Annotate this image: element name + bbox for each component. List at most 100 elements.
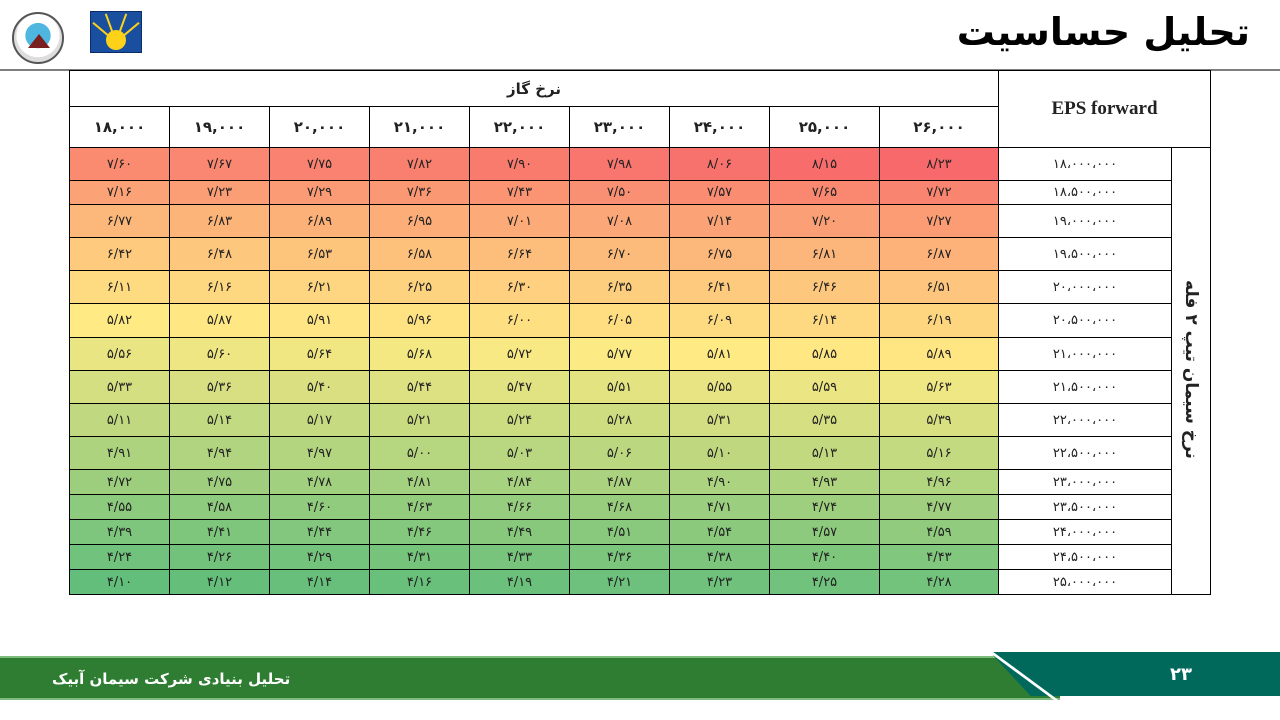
eps-cell: ۴/۲۸: [879, 569, 999, 595]
column-header: ۱۸,۰۰۰: [69, 106, 170, 148]
row-header: ۲۰،۵۰۰،۰۰۰: [998, 303, 1172, 338]
eps-cell: ۶/۸۱: [769, 237, 880, 271]
table-row: ۴/۹۱ ۴/۹۴ ۴/۹۷ ۵/۰۰ ۵/۰۳ ۵/۰۶ ۵/۱۰ ۵/۱۳ ۵/۱۶ ۲۲،۵…: [69, 436, 1211, 470]
row-header: ۲۳،۰۰۰،۰۰۰: [998, 469, 1172, 495]
eps-cell: ۵/۸۵: [769, 337, 880, 371]
row-group-cell: نرخ سیمان تیپ ۲ فله: [1171, 147, 1211, 595]
eps-cell: ۴/۵۸: [169, 494, 270, 520]
eps-cell: ۷/۶۷: [169, 147, 270, 181]
eps-cell: ۷/۳۶: [369, 180, 470, 205]
eps-cell: ۴/۳۶: [569, 544, 670, 570]
eps-cell: ۴/۹۳: [769, 469, 880, 495]
row-header: ۲۴،۵۰۰،۰۰۰: [998, 544, 1172, 570]
table-row: ۴/۳۹ ۴/۴۱ ۴/۴۴ ۴/۴۶ ۴/۴۹ ۴/۵۱ ۴/۵۴ ۴/۵۷ ۴/۵۹ ۲۴،۰…: [69, 519, 1211, 545]
eps-cell: ۷/۴۳: [469, 180, 570, 205]
eps-cell: ۷/۱۴: [669, 204, 770, 238]
eps-cell: ۵/۱۱: [69, 403, 170, 437]
eps-cell: ۵/۱۳: [769, 436, 880, 470]
eps-cell: ۵/۶۸: [369, 337, 470, 371]
row-header: ۲۲،۵۰۰،۰۰۰: [998, 436, 1172, 470]
eps-cell: ۶/۰۹: [669, 303, 770, 338]
eps-cell: ۴/۴۶: [369, 519, 470, 545]
eps-cell: ۵/۳۶: [169, 370, 270, 404]
table-row: ۴/۱۰ ۴/۱۲ ۴/۱۴ ۴/۱۶ ۴/۱۹ ۴/۲۱ ۴/۲۳ ۴/۲۵ ۴/۲۸ ۲۵،۰…: [69, 569, 1211, 595]
eps-cell: ۴/۷۷: [879, 494, 999, 520]
row-header: ۱۹،۰۰۰،۰۰۰: [998, 204, 1172, 238]
brokerage-logo: [90, 11, 142, 53]
eps-cell: ۶/۱۴: [769, 303, 880, 338]
eps-cell: ۵/۹۱: [269, 303, 370, 338]
eps-cell: ۴/۸۱: [369, 469, 470, 495]
eps-cell: ۴/۲۱: [569, 569, 670, 595]
eps-cell: ۵/۵۶: [69, 337, 170, 371]
table-row: ۶/۷۷ ۶/۸۳ ۶/۸۹ ۶/۹۵ ۷/۰۱ ۷/۰۸ ۷/۱۴ ۷/۲۰ ۷/۲۷ ۱۹،۰…: [69, 204, 1211, 238]
eps-cell: ۶/۷۵: [669, 237, 770, 271]
row-header: ۲۲،۰۰۰،۰۰۰: [998, 403, 1172, 437]
eps-cell: ۵/۶۴: [269, 337, 370, 371]
eps-cell: ۴/۹۷: [269, 436, 370, 470]
column-header: ۲۳,۰۰۰: [569, 106, 670, 148]
eps-cell: ۵/۸۷: [169, 303, 270, 338]
eps-cell: ۴/۹۱: [69, 436, 170, 470]
eps-cell: ۴/۲۹: [269, 544, 370, 570]
row-header: ۱۸،۰۰۰،۰۰۰: [998, 147, 1172, 181]
eps-cell: ۴/۱۰: [69, 569, 170, 595]
eps-cell: ۴/۳۹: [69, 519, 170, 545]
eps-cell: ۴/۲۶: [169, 544, 270, 570]
eps-cell: ۴/۱۴: [269, 569, 370, 595]
column-header: ۱۹,۰۰۰: [169, 106, 270, 148]
sensitivity-table: نرخ گاز EPS forward ۱۸,۰۰۰ ۱۹,۰۰۰ ۲۰,۰۰۰ ۲۱…: [69, 70, 1211, 595]
eps-cell: ۷/۲۳: [169, 180, 270, 205]
eps-cell: ۴/۴۹: [469, 519, 570, 545]
eps-cell: ۶/۵۸: [369, 237, 470, 271]
eps-cell: ۵/۴۴: [369, 370, 470, 404]
eps-cell: ۶/۴۱: [669, 270, 770, 304]
row-group-label: نرخ سیمان تیپ ۲ فله: [1181, 279, 1201, 459]
eps-cell: ۵/۳۹: [879, 403, 999, 437]
eps-cell: ۴/۱۶: [369, 569, 470, 595]
corner-label: EPS forward: [998, 70, 1211, 148]
eps-cell: ۵/۰۳: [469, 436, 570, 470]
page-number-box: [990, 652, 1280, 696]
eps-cell: ۵/۴۰: [269, 370, 370, 404]
eps-cell: ۶/۳۰: [469, 270, 570, 304]
eps-cell: ۷/۲۷: [879, 204, 999, 238]
eps-cell: ۴/۹۰: [669, 469, 770, 495]
eps-cell: ۴/۵۷: [769, 519, 880, 545]
table-row: ۶/۱۱ ۶/۱۶ ۶/۲۱ ۶/۲۵ ۶/۳۰ ۶/۳۵ ۶/۴۱ ۶/۴۶ ۶/۵۱ ۲۰،۰…: [69, 270, 1211, 304]
eps-cell: ۵/۰۰: [369, 436, 470, 470]
row-header: ۲۳،۵۰۰،۰۰۰: [998, 494, 1172, 520]
eps-cell: ۴/۶۸: [569, 494, 670, 520]
eps-cell: ۵/۱۶: [879, 436, 999, 470]
eps-cell: ۷/۶۰: [69, 147, 170, 181]
eps-cell: ۴/۷۴: [769, 494, 880, 520]
eps-cell: ۵/۲۸: [569, 403, 670, 437]
eps-cell: ۵/۸۱: [669, 337, 770, 371]
eps-cell: ۶/۴۸: [169, 237, 270, 271]
eps-cell: ۷/۶۵: [769, 180, 880, 205]
eps-cell: ۵/۵۱: [569, 370, 670, 404]
eps-cell: ۷/۵۰: [569, 180, 670, 205]
eps-cell: ۷/۲۰: [769, 204, 880, 238]
eps-cell: ۵/۰۶: [569, 436, 670, 470]
eps-cell: ۴/۳۱: [369, 544, 470, 570]
page-number: ۲۳: [1170, 664, 1192, 685]
eps-cell: ۵/۷۲: [469, 337, 570, 371]
eps-cell: ۵/۱۰: [669, 436, 770, 470]
eps-cell: ۴/۵۱: [569, 519, 670, 545]
footer-text: تحلیل بنیادی شرکت سیمان آبیک: [52, 670, 291, 688]
eps-cell: ۶/۶۴: [469, 237, 570, 271]
eps-cell: ۴/۸۴: [469, 469, 570, 495]
eps-cell: ۸/۱۵: [769, 147, 880, 181]
table-row: ۵/۳۳ ۵/۳۶ ۵/۴۰ ۵/۴۴ ۵/۴۷ ۵/۵۱ ۵/۵۵ ۵/۵۹ ۵/۶۳ ۲۱،۵…: [69, 370, 1211, 404]
eps-cell: ۷/۸۲: [369, 147, 470, 181]
eps-cell: ۶/۸۷: [879, 237, 999, 271]
eps-cell: ۷/۵۷: [669, 180, 770, 205]
eps-cell: ۸/۲۳: [879, 147, 999, 181]
page-title: تحلیل حساسیت: [956, 10, 1250, 54]
eps-cell: ۷/۹۸: [569, 147, 670, 181]
eps-cell: ۴/۷۵: [169, 469, 270, 495]
eps-cell: ۴/۵۵: [69, 494, 170, 520]
eps-cell: ۷/۷۵: [269, 147, 370, 181]
eps-cell: ۴/۵۴: [669, 519, 770, 545]
